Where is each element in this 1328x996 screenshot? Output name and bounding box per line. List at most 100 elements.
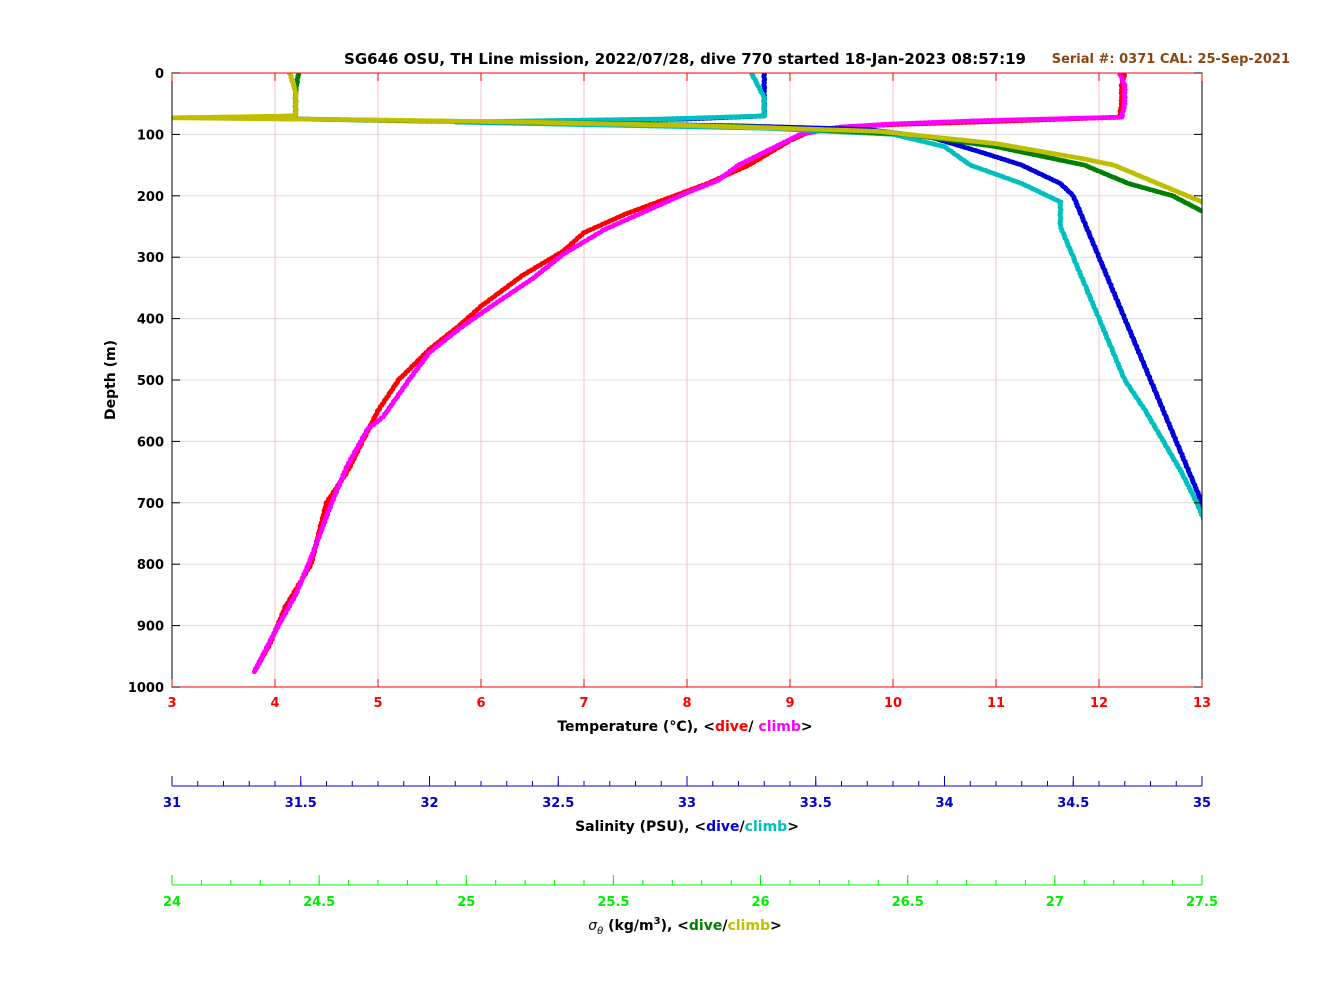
data-point	[1237, 620, 1242, 625]
data-point	[1216, 554, 1221, 559]
data-point	[1267, 264, 1272, 269]
data-point	[1222, 579, 1227, 584]
data-point	[1264, 260, 1269, 265]
data-point	[1239, 646, 1244, 651]
data-point	[1222, 552, 1227, 557]
data-point	[1215, 537, 1220, 542]
data-point	[1215, 217, 1220, 222]
data-point	[1246, 669, 1251, 674]
data-point	[1212, 530, 1217, 535]
data-point	[1233, 229, 1238, 234]
data-point	[1297, 305, 1302, 310]
data-point	[1234, 623, 1239, 628]
data-point	[1293, 296, 1298, 301]
data-point	[1208, 531, 1213, 536]
data-point	[1230, 591, 1235, 596]
data-point	[1266, 263, 1271, 268]
data-point	[1231, 617, 1236, 622]
data-point	[1214, 535, 1219, 540]
data-point	[1258, 255, 1263, 260]
data-point	[1304, 319, 1309, 324]
data-point	[1245, 648, 1250, 653]
data-point	[1319, 348, 1324, 353]
data-point	[1218, 563, 1223, 568]
data-point	[1255, 251, 1260, 256]
data-point	[1237, 619, 1242, 624]
data-point	[1308, 328, 1313, 333]
data-point	[1239, 625, 1244, 630]
data-point	[1218, 544, 1223, 549]
data-point	[1201, 521, 1202, 523]
data-point	[1204, 524, 1209, 529]
data-point	[1234, 230, 1239, 235]
data-point	[1223, 583, 1228, 588]
data-point	[1315, 343, 1320, 348]
data-point	[1202, 518, 1207, 523]
data-point	[1307, 325, 1312, 330]
data-point	[1277, 274, 1282, 279]
data-point	[1284, 282, 1289, 287]
data-point	[1229, 586, 1234, 591]
data-point	[1300, 310, 1305, 315]
data-point	[1322, 356, 1327, 361]
data-point	[1244, 662, 1249, 667]
data-point	[1245, 241, 1250, 246]
data-point	[1216, 541, 1221, 546]
data-point	[1252, 248, 1257, 253]
data-point	[1249, 245, 1254, 250]
data-point	[1235, 611, 1240, 616]
data-point	[1209, 214, 1214, 219]
data-point	[1216, 217, 1221, 222]
data-point	[1230, 593, 1235, 598]
data-point	[1234, 628, 1239, 633]
data-point	[1318, 350, 1323, 355]
data-point	[1238, 233, 1243, 238]
data-point	[1296, 303, 1301, 308]
data-point	[1203, 511, 1208, 516]
data-point	[1268, 265, 1273, 270]
data-point	[1301, 313, 1306, 318]
data-point	[1249, 663, 1254, 668]
data-point	[1305, 322, 1310, 327]
data-point	[1231, 225, 1236, 230]
data-point	[1229, 589, 1234, 594]
data-point	[1223, 221, 1228, 226]
data-point	[1218, 546, 1223, 551]
data-point	[1290, 290, 1295, 295]
data-point	[1314, 341, 1319, 346]
data-point	[1205, 525, 1210, 530]
data-point	[1220, 571, 1225, 576]
data-point	[1296, 302, 1301, 307]
data-point	[1206, 518, 1211, 523]
data-point	[1224, 557, 1229, 562]
data-point	[1208, 213, 1213, 218]
data-point	[1228, 575, 1233, 580]
data-point	[1244, 240, 1249, 245]
data-point	[1229, 224, 1234, 229]
data-point	[1246, 657, 1251, 662]
data-point	[1229, 609, 1234, 614]
data-point	[1235, 632, 1240, 637]
data-point	[1236, 616, 1241, 621]
data-point	[1228, 600, 1233, 605]
data-point	[1204, 522, 1209, 527]
data-point	[1213, 534, 1218, 539]
data-point	[1233, 602, 1238, 607]
data-point	[1238, 234, 1243, 239]
data-point	[1320, 353, 1325, 358]
data-point	[1220, 220, 1225, 225]
data-point	[1226, 596, 1231, 601]
data-point	[1215, 538, 1220, 543]
data-point	[1295, 300, 1300, 305]
data-point	[1231, 596, 1236, 601]
data-point	[1215, 556, 1220, 561]
data-point	[1243, 239, 1248, 244]
data-point	[1312, 337, 1317, 342]
data-point	[1215, 553, 1220, 558]
data-point	[1247, 243, 1252, 248]
data-point	[1227, 568, 1232, 573]
data-point	[1249, 665, 1254, 670]
data-point	[1232, 597, 1237, 602]
data-point	[1220, 569, 1225, 574]
data-point	[1288, 286, 1293, 291]
